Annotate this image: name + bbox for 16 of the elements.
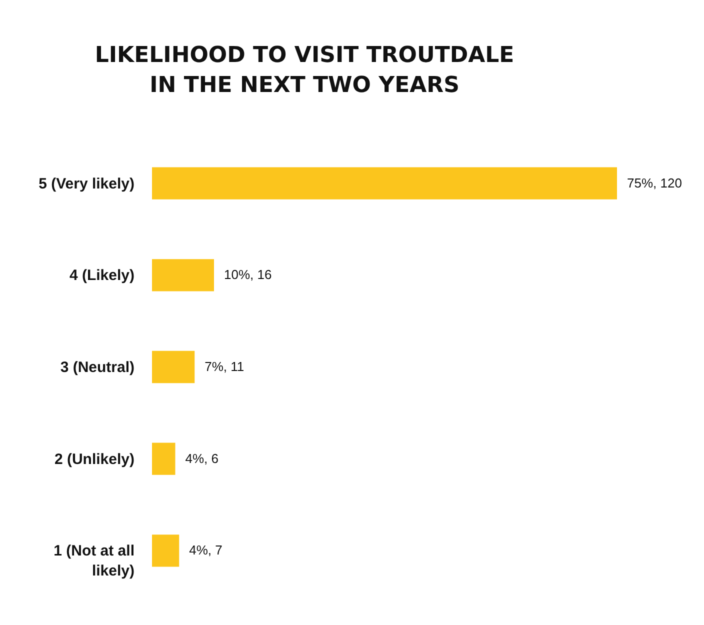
y-tick-label: 1 (Not at all likely) bbox=[54, 542, 134, 580]
y-tick-label: 5 (Very likely) bbox=[38, 175, 134, 192]
data-label: 7%, 11 bbox=[204, 359, 244, 374]
bar bbox=[152, 167, 617, 200]
y-tick-label: 4 (Likely) bbox=[69, 267, 134, 284]
data-label: 4%, 7 bbox=[189, 542, 222, 558]
y-tick-label: 3 (Neutral) bbox=[60, 359, 134, 376]
y-tick-label: 2 (Unlikely) bbox=[54, 450, 134, 468]
bar bbox=[152, 442, 176, 475]
bar bbox=[152, 534, 180, 567]
bar bbox=[152, 350, 195, 384]
data-label: 75%, 120 bbox=[627, 175, 682, 190]
chart-title: LIKELIHOOD TO VISIT TROUTDALE IN THE NEXT TWO YEARS bbox=[94, 43, 514, 98]
data-label: 4%, 6 bbox=[185, 450, 218, 466]
data-label: 10%, 16 bbox=[224, 267, 272, 282]
bar bbox=[152, 259, 214, 292]
